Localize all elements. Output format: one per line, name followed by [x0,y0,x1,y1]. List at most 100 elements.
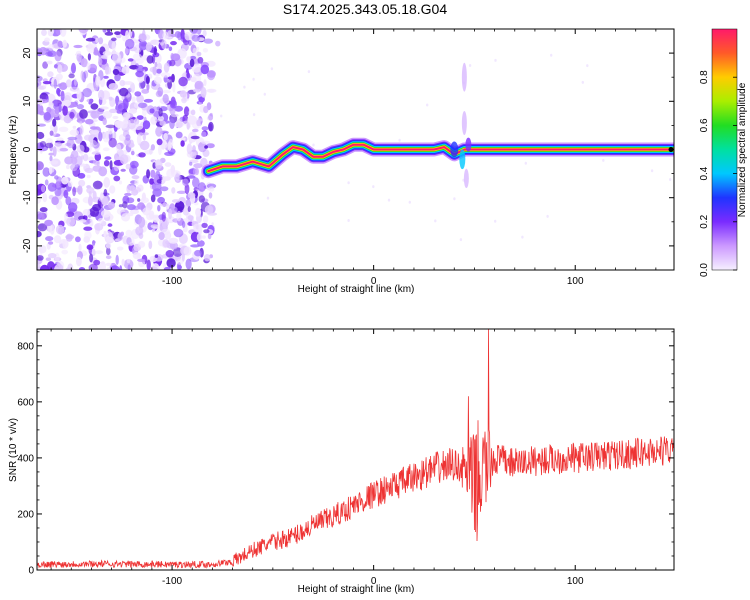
noise-blob [62,105,68,116]
noise-blob [54,187,62,197]
noise-blob [208,121,214,132]
noise-blob [183,106,190,117]
noise-blob [208,192,213,199]
noise-blob [190,244,200,248]
noise-blob [119,265,123,270]
noise-blob [136,134,142,145]
noise-speck [521,235,524,239]
noise-blob [152,66,157,76]
noise-blob [178,76,188,87]
snr-x-tick-label: -100 [162,576,182,587]
noise-blob [49,130,54,136]
colorbar-tick-label: 0.6 [699,118,710,132]
noise-speck [426,103,429,107]
noise-blob [45,236,54,242]
noise-blob [157,87,164,97]
noise-blob [66,138,75,149]
noise-blob [54,175,59,180]
noise-blob [111,41,116,51]
snr-y-tick-label: 800 [17,341,34,352]
noise-blob [201,235,206,239]
noise-blob [54,50,62,62]
ridge-burst [465,137,472,152]
noise-speck [524,161,527,165]
noise-blob [192,47,197,54]
noise-blob [127,119,136,130]
noise-blob [170,41,177,46]
noise-blob [174,31,181,38]
noise-blob [119,154,129,165]
noise-blob [85,118,94,125]
noise-blob [44,219,53,227]
noise-blob [150,116,158,125]
noise-blob [157,115,164,122]
noise-blob [114,31,121,35]
noise-blob [180,140,185,147]
spectrogram-x-tick-label: 0 [371,276,377,287]
noise-blob [47,261,55,270]
noise-blob [181,97,187,104]
noise-blob [121,66,129,75]
noise-blob [106,29,111,33]
noise-blob [156,138,163,146]
noise-blob [86,98,94,103]
noise-blob [71,150,79,160]
noise-speck [347,181,350,185]
noise-blob [208,186,215,192]
noise-blob [75,236,81,243]
noise-blob [115,254,119,265]
noise-blob [108,137,117,148]
noise-speck [270,67,274,71]
noise-blob [125,163,131,170]
noise-blob [70,156,78,165]
noise-blob [173,247,183,257]
noise-blob [47,71,54,78]
noise-blob [181,221,186,228]
spectrogram-y-tick-label: -20 [22,238,33,253]
noise-blob [154,61,158,68]
noise-blob [163,266,171,270]
spectrogram-y-tick-label: -10 [22,190,33,205]
noise-speck [602,158,605,162]
noise-speck [494,58,497,62]
noise-blob [162,202,167,208]
noise-blob [154,159,163,170]
noise-blob [142,132,149,136]
noise-blob [42,192,48,203]
noise-blob [57,64,63,74]
noise-blob [201,140,211,144]
noise-blob [190,135,200,140]
noise-blob [112,68,119,76]
noise-blob [103,160,110,167]
noise-blob [195,168,200,176]
noise-blob [58,103,62,113]
noise-blob [135,70,144,78]
noise-blob [97,218,104,223]
noise-blob [71,62,76,74]
noise-blob [37,255,44,261]
noise-blob [78,243,82,252]
noise-blob [72,186,76,197]
noise-blob [186,122,190,130]
noise-blob [67,181,73,188]
noise-blob [49,224,55,235]
snr-y-label: SNR (10 * v/v) [8,418,19,482]
noise-blob [172,82,176,93]
noise-blob [168,208,173,220]
noise-blob [107,223,113,227]
noise-blob [150,224,159,229]
noise-blob [158,232,165,240]
noise-blob [161,90,172,94]
noise-blob [175,173,180,182]
noise-blob [46,60,53,65]
noise-blob [202,48,209,53]
noise-blob [69,111,75,119]
noise-blob [102,29,107,33]
noise-blob [79,125,84,136]
noise-blob [69,86,80,92]
noise-blob [201,222,208,228]
noise-blob [37,211,43,219]
noise-blob [92,240,96,246]
noise-blob [198,96,205,103]
noise-blob [208,113,214,121]
